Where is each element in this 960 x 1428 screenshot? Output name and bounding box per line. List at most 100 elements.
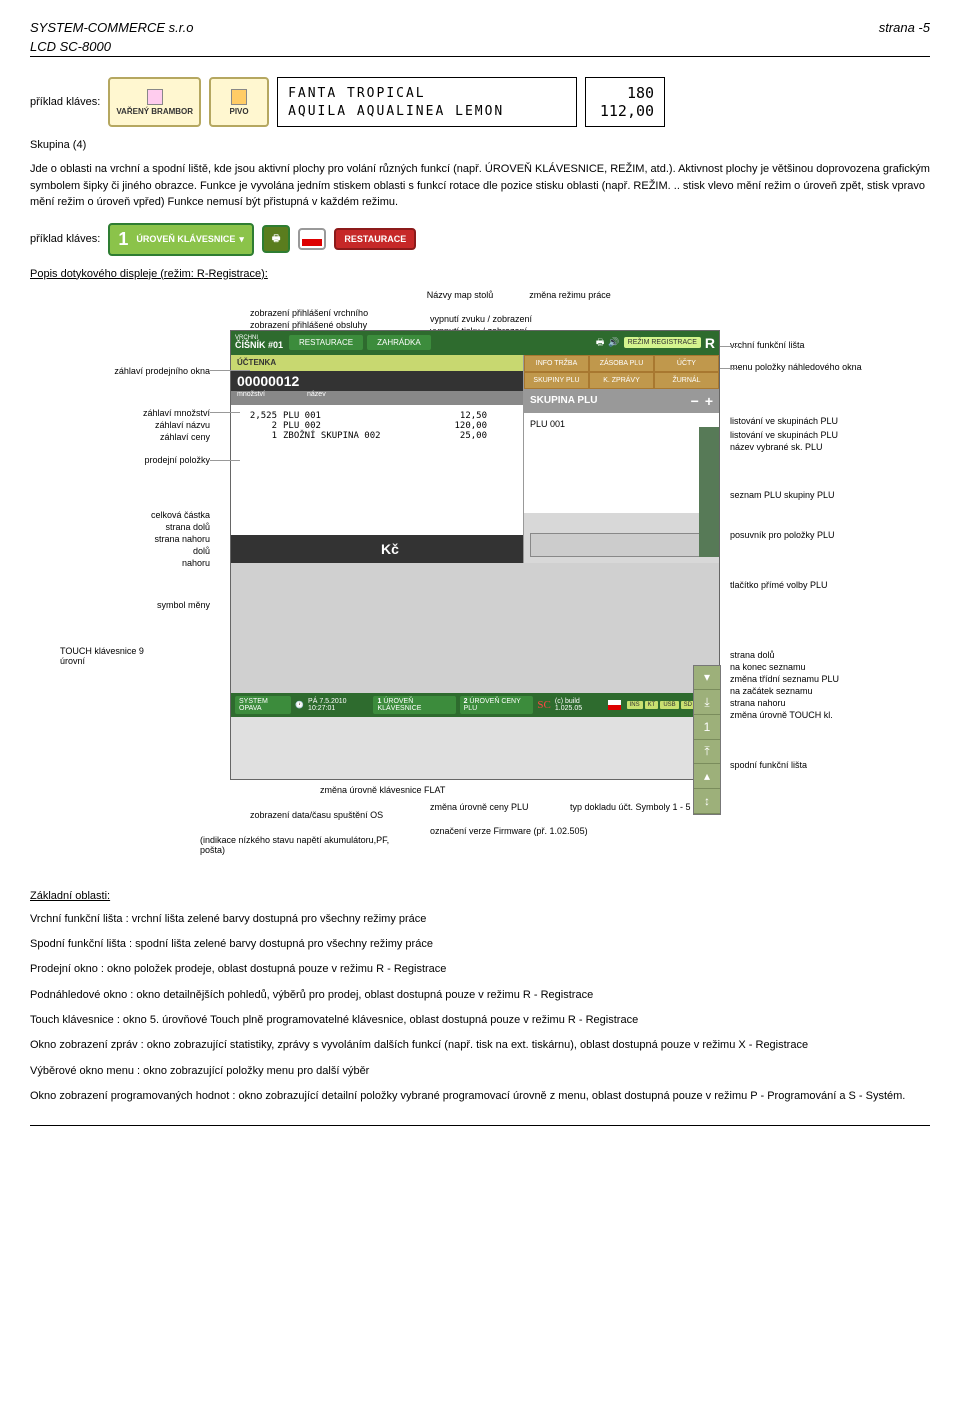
basic-p3: Prodejní okno : okno položek prodeje, ob… bbox=[30, 962, 930, 977]
datetime: PÁ 7.5.2010 10:27:01 bbox=[308, 698, 369, 712]
chip-restaurace[interactable]: RESTAURACE bbox=[334, 228, 416, 250]
sc-logo: SC bbox=[537, 699, 550, 711]
plu-list: PLU 001 bbox=[524, 413, 719, 513]
cl-e: prodejní položky bbox=[30, 455, 210, 465]
flag-icon bbox=[608, 700, 621, 710]
cl-i: dolů bbox=[30, 546, 210, 556]
cb-e: označení verze Firmware (př. 1.02.505) bbox=[430, 826, 610, 836]
page-number: strana -5 bbox=[879, 20, 930, 35]
direct-plu-button[interactable] bbox=[530, 533, 713, 557]
cl-f: celková částka bbox=[30, 510, 210, 520]
nav-up-icon[interactable]: ▴ bbox=[694, 764, 720, 789]
rp-tab[interactable]: ÚČTY bbox=[654, 355, 719, 372]
sound-icon[interactable]: 🔊 bbox=[608, 337, 619, 348]
rp-tab[interactable]: ZÁSOBA PLU bbox=[589, 355, 654, 372]
cl-c: záhlaví názvu bbox=[30, 420, 210, 430]
cr-f: seznam PLU skupiny PLU bbox=[730, 490, 930, 500]
chevron-down-icon: ▾ bbox=[239, 234, 244, 245]
nav-down-icon[interactable]: ▾ bbox=[694, 666, 720, 691]
cr-g: posuvník pro položky PLU bbox=[730, 530, 930, 540]
nav-level[interactable]: 1 bbox=[694, 715, 720, 740]
cr-d: listování ve skupinách PLU bbox=[730, 430, 930, 440]
vertical-nav: ▾ ⤓ 1 ⤒ ▴ ↕ bbox=[693, 665, 721, 815]
key-pivo[interactable]: PIVO bbox=[209, 77, 269, 127]
rp-tab[interactable]: K. ZPRÁVY bbox=[589, 372, 654, 389]
nav-end-icon[interactable]: ⤓ bbox=[694, 690, 720, 715]
popis-title: Popis dotykového displeje (režim: R-Regi… bbox=[30, 268, 930, 280]
cr-i3: změna třídní seznamu PLU bbox=[730, 674, 930, 684]
cl-j: nahoru bbox=[30, 558, 210, 568]
cr-h: tlačítko přímé volby PLU bbox=[730, 580, 930, 590]
basic-p6: Okno zobrazení zpráv : okno zobrazující … bbox=[30, 1038, 930, 1053]
cl-a: záhlaví prodejního okna bbox=[30, 366, 210, 376]
tab-zahradka[interactable]: ZAHRÁDKA bbox=[367, 335, 431, 350]
top-bar: VRCHNI ČÍŠNÍK #01 RESTAURACE ZAHRÁDKA 🖶 … bbox=[231, 331, 719, 355]
skupina-title: SKUPINA PLU − + bbox=[524, 389, 719, 413]
cl-d: záhlaví ceny bbox=[30, 432, 210, 442]
basic-p2: Spodní funkční lišta : spodní lišta zele… bbox=[30, 937, 930, 952]
cl-l: TOUCH klávesnice 9 úrovní bbox=[60, 646, 160, 666]
cr-i5: strana nahoru bbox=[730, 698, 930, 708]
bottom-bar: SYSTEM OPAVA 🕐 PÁ 7.5.2010 10:27:01 1 ÚR… bbox=[231, 693, 719, 717]
cr-j: spodní funkční lišta bbox=[730, 760, 930, 770]
basic-p7: Výběrové okno menu : okno zobrazující po… bbox=[30, 1064, 930, 1079]
rp-tab[interactable]: SKUPINY PLU bbox=[524, 372, 589, 389]
system-badge: SYSTEM OPAVA bbox=[235, 696, 291, 714]
cb-a: změna úrovně klávesnice FLAT bbox=[320, 785, 480, 795]
cr-i6: změna úrovně TOUCH kl. bbox=[730, 710, 930, 720]
group4-text: Jde o oblasti na vrchní a spodní liště, … bbox=[30, 161, 930, 211]
callout-vrchni: zobrazení přihlášení vrchního bbox=[250, 308, 410, 318]
cl-h: strana nahoru bbox=[30, 534, 210, 544]
device-name: LCD SC-8000 bbox=[30, 39, 930, 57]
cl-g: strana dolů bbox=[30, 522, 210, 532]
cr-b: menu položky náhledového okna bbox=[730, 362, 930, 372]
group4-title: Skupina (4) bbox=[30, 139, 930, 151]
price-display: 180 112,00 bbox=[585, 77, 665, 127]
cr-i1: strana dolů bbox=[730, 650, 930, 660]
basic-title: Základní oblasti: bbox=[30, 890, 930, 902]
clock-icon: 🕐 bbox=[295, 701, 304, 709]
list-item[interactable]: PLU 001 bbox=[530, 419, 713, 429]
product-display: FANTA TROPICAL AQUILA AQUALINEA LEMON bbox=[277, 77, 577, 127]
cl-b: záhlaví množství bbox=[30, 408, 210, 418]
basic-p1: Vrchní funkční lišta : vrchní lišta zele… bbox=[30, 912, 930, 927]
cisnik-label[interactable]: ČÍŠNÍK #01 bbox=[235, 341, 283, 350]
cr-i4: na začátek seznamu bbox=[730, 686, 930, 696]
mode-badge[interactable]: REŽIM REGISTRACE bbox=[624, 337, 701, 348]
cb-b: zobrazení data/času spuštění OS bbox=[250, 810, 410, 820]
touch-keyboard-area[interactable] bbox=[231, 563, 719, 693]
cr-c: listování ve skupinách PLU bbox=[730, 416, 930, 426]
nav-start-icon[interactable]: ⤒ bbox=[694, 740, 720, 765]
beer-icon bbox=[231, 89, 247, 105]
build-label: (c) build 1.025.05 bbox=[555, 698, 604, 712]
cr-a: vrchní funkční lišta bbox=[730, 340, 930, 350]
cb-c: (indikace nízkého stavu napětí akumuláto… bbox=[200, 835, 400, 855]
callout-rezim-change: změna režimu práce bbox=[500, 290, 640, 300]
rp-tab[interactable]: INFO TRŽBA bbox=[524, 355, 589, 372]
flag-icon bbox=[302, 232, 322, 246]
plus-icon[interactable]: + bbox=[705, 393, 713, 409]
print-icon[interactable]: 🖶 bbox=[596, 335, 605, 351]
status-indicator: USB bbox=[660, 701, 678, 709]
cr-i2: na konec seznamu bbox=[730, 662, 930, 672]
basic-p5: Touch klávesnice : okno 5. úrovňové Touc… bbox=[30, 1013, 930, 1028]
callout-obsluha: zobrazení přihlášené obsluhy bbox=[250, 320, 410, 330]
cb-f: typ dokladu účt. Symboly 1 - 5 bbox=[570, 802, 730, 812]
chip-level[interactable]: 1ÚROVEŇ KLÁVESNICE▾ bbox=[108, 223, 254, 256]
minus-icon[interactable]: − bbox=[691, 393, 699, 409]
status-indicator: KT bbox=[645, 701, 659, 709]
example1-label: příklad kláves: bbox=[30, 96, 100, 108]
level-kbd[interactable]: 1 ÚROVEŇ KLÁVESNICE bbox=[373, 696, 455, 714]
key-brambor[interactable]: VAŘENÝ BRAMBOR bbox=[108, 77, 201, 127]
chip-print[interactable]: 🖶 bbox=[262, 225, 291, 253]
cr-e: název vybrané sk. PLU bbox=[730, 442, 930, 452]
callout-zvuk: vypnutí zvuku / zobrazení bbox=[430, 314, 570, 324]
scrollbar[interactable] bbox=[699, 427, 719, 557]
tab-restaurace[interactable]: RESTAURACE bbox=[289, 335, 363, 350]
rp-tab[interactable]: ŽURNÁL bbox=[654, 372, 719, 389]
basic-p4: Podnáhledové okno : okno detailnějších p… bbox=[30, 988, 930, 1003]
cl-k: symbol měny bbox=[30, 600, 210, 610]
pos-screen: VRCHNI ČÍŠNÍK #01 RESTAURACE ZAHRÁDKA 🖶 … bbox=[230, 330, 720, 780]
level-price[interactable]: 2 ÚROVEŇ CENY PLU bbox=[460, 696, 534, 714]
chip-flag[interactable] bbox=[298, 228, 326, 250]
